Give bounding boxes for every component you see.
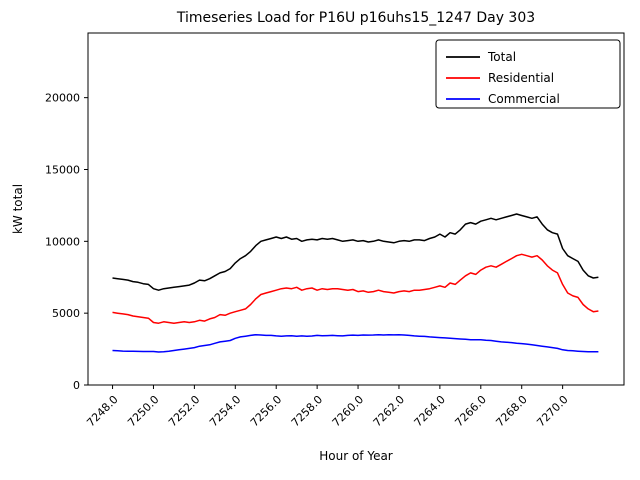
legend-label-residential: Residential [488,71,554,85]
legend-box [435,39,621,109]
y-tick-label: 15000 [45,163,80,176]
x-tick-label: 7256.0 [248,393,284,429]
x-tick-label: 7268.0 [493,393,529,429]
series-line-total [112,213,599,291]
x-tick-label: 7250.0 [125,393,161,429]
x-tick-label: 7254.0 [207,393,243,429]
x-tick-label: 7258.0 [289,393,325,429]
chart-title: Timeseries Load for P16U p16uhs15_1247 D… [176,10,535,26]
series-lines [112,213,599,353]
y-axis-label: kW total [11,184,25,234]
legend-label-total: Total [487,50,516,64]
y-tick-label: 0 [73,379,80,392]
x-tick-label: 7252.0 [166,393,202,429]
x-tick-label: 7266.0 [452,393,488,429]
series-line-commercial [112,333,599,353]
x-tick-label: 7260.0 [330,393,366,429]
legend-label-commercial: Commercial [488,92,560,106]
y-axis-ticks: 0 5000 10000 15000 20000 [45,92,88,392]
x-tick-label: 7264.0 [412,393,448,429]
series-line-residential [112,253,599,324]
x-tick-label: 7262.0 [371,393,407,429]
y-tick-label: 20000 [45,92,80,105]
legend: Total Residential Commercial [435,39,621,109]
x-tick-label: 7248.0 [84,393,120,429]
x-axis-ticks: 7248.0 7250.0 7252.0 7254.0 7256.0 7258.0 7260… [84,385,571,429]
y-tick-label: 5000 [52,307,80,320]
y-tick-label: 10000 [45,235,80,248]
x-axis-label: Hour of Year [319,449,393,463]
x-tick-label: 7270.0 [534,393,570,429]
